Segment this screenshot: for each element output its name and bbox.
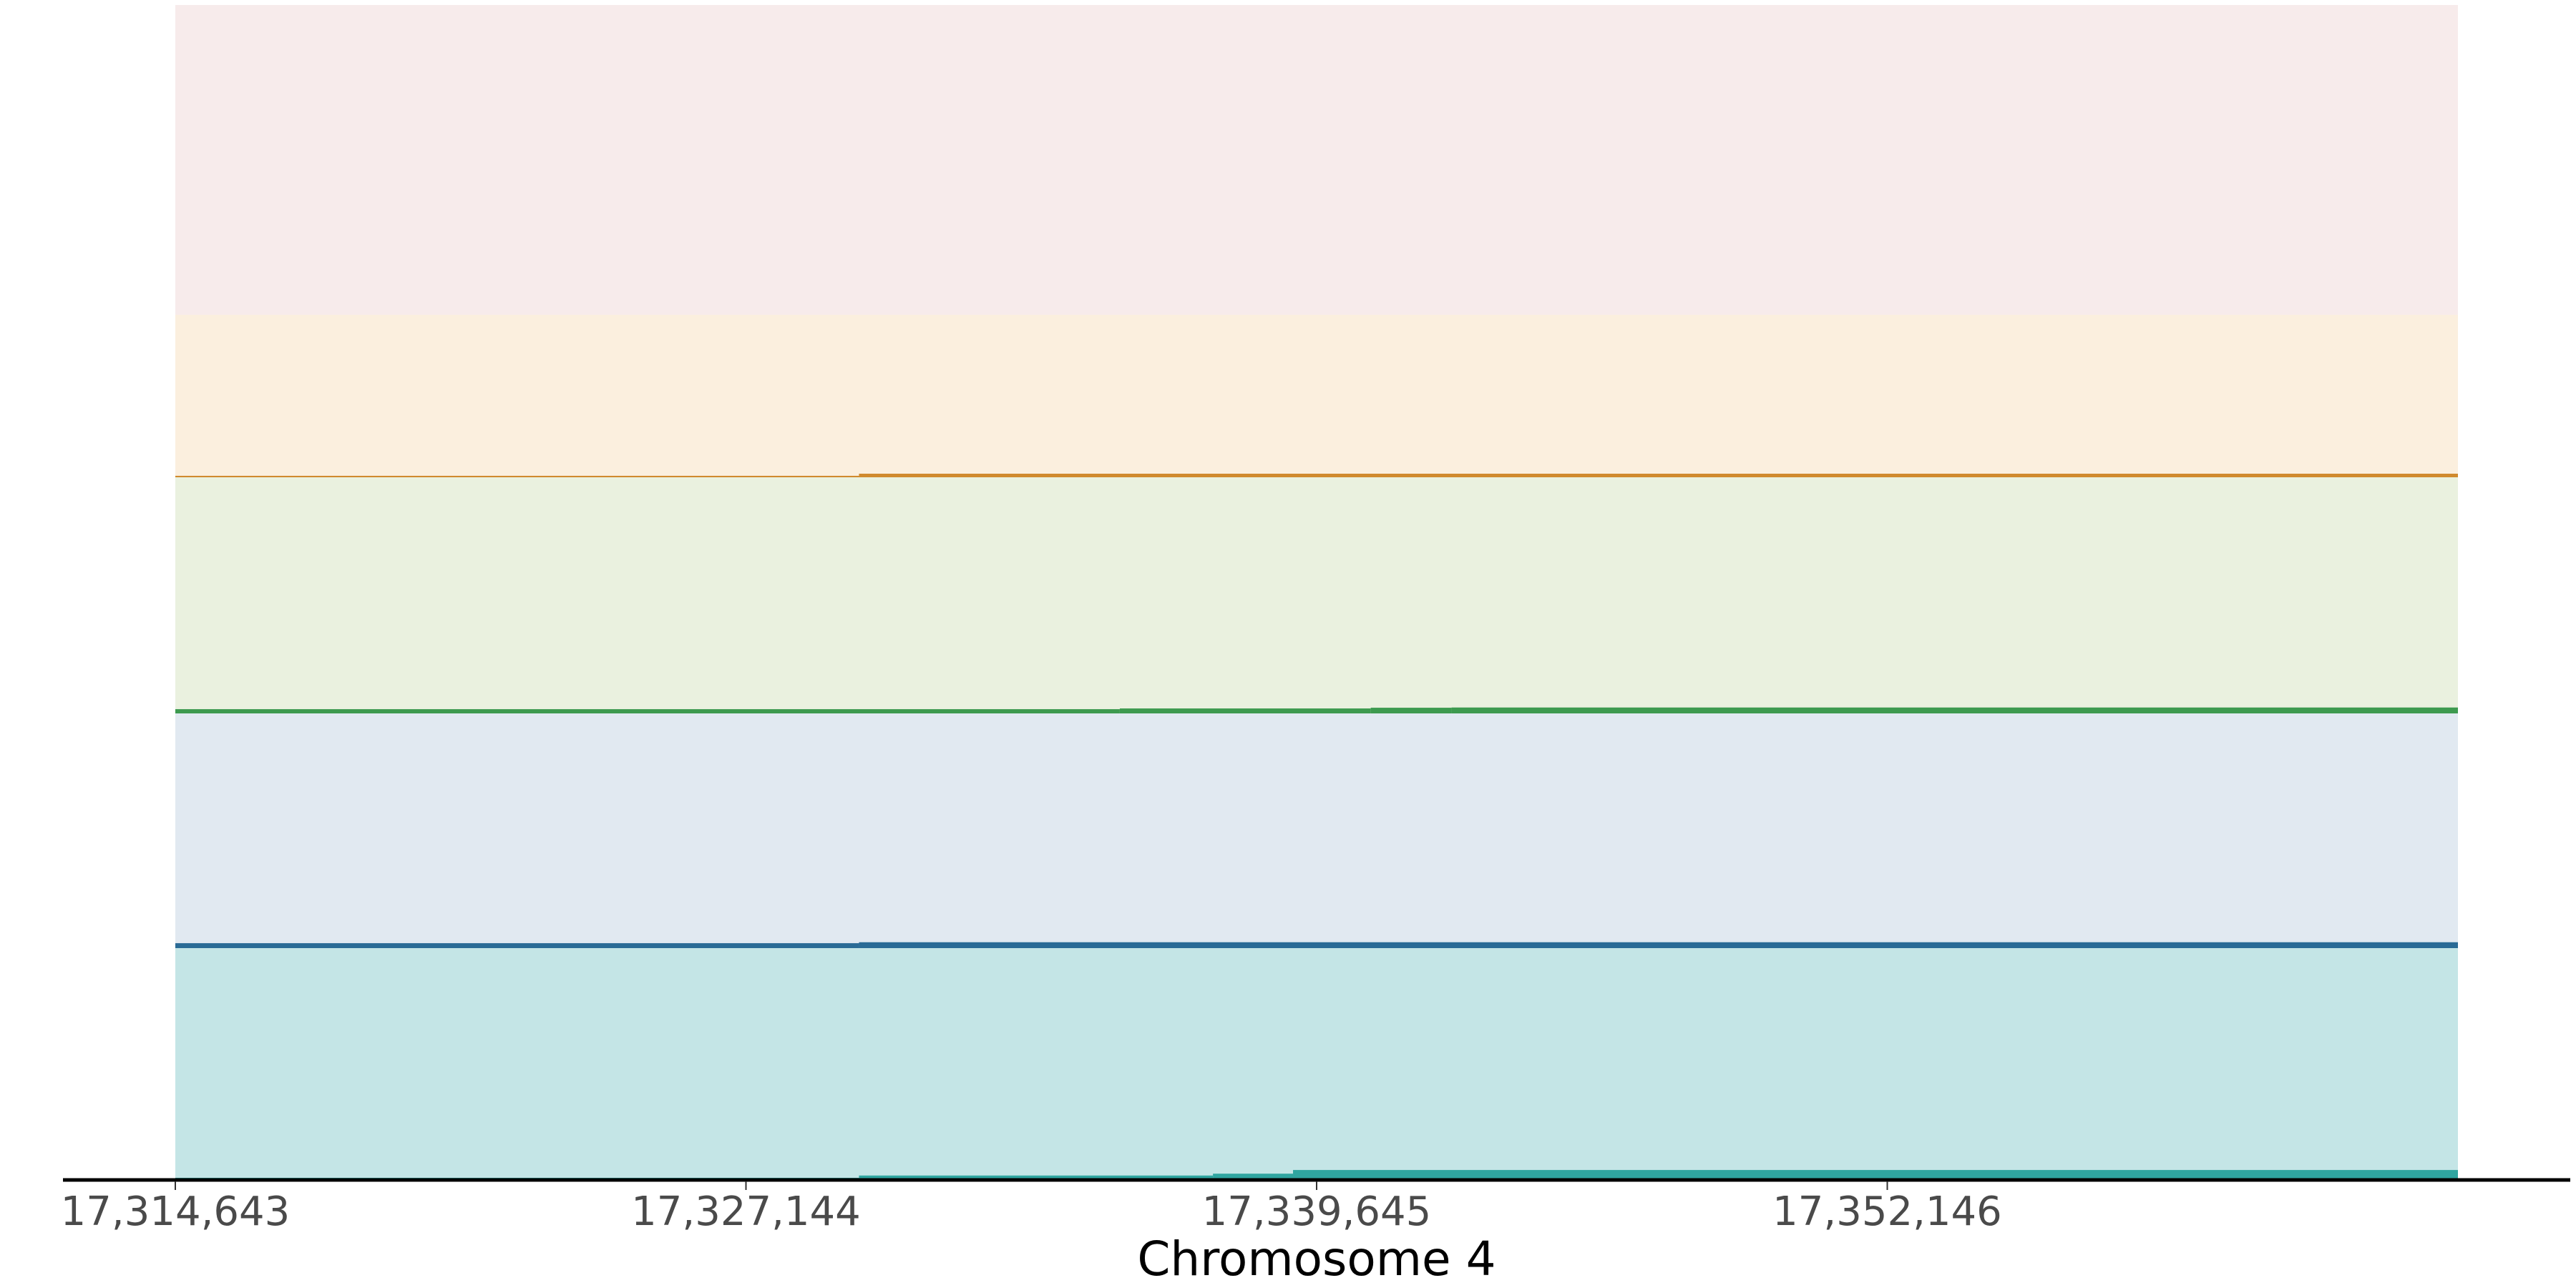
track-1-step-0 [175, 475, 859, 477]
track-band-2 [175, 477, 2458, 713]
x-tick-label: 17,339,645 [1202, 1189, 1432, 1235]
track-band-3 [175, 713, 2458, 948]
x-tick-label: 17,352,146 [1772, 1189, 2002, 1235]
x-tick-label: 17,327,144 [631, 1189, 861, 1235]
x-tick-label: 17,314,643 [61, 1189, 291, 1235]
track-2-step-2 [1370, 708, 1452, 713]
track-2-step-3 [1451, 707, 2458, 713]
x-axis-label: Chromosome 4 [1137, 1231, 1496, 1287]
track-1-step-1 [859, 474, 2459, 477]
track-2-step-1 [1119, 708, 1371, 713]
track-band-4 [175, 948, 2458, 1179]
track-2-step-0 [175, 709, 1120, 713]
track-4-step-1 [859, 1175, 1214, 1179]
track-3-step-0 [175, 943, 859, 948]
x-ticks: 17,314,643 17,327,144 17,339,645 17,352,146 [61, 1181, 2002, 1235]
track-4-step-3 [1293, 1170, 2458, 1179]
track-3-step-1 [859, 942, 2459, 948]
track-4-step-2 [1213, 1174, 1294, 1179]
track-band-0 [175, 5, 2458, 315]
tracks [175, 5, 2459, 1179]
track-band-1 [175, 315, 2458, 477]
